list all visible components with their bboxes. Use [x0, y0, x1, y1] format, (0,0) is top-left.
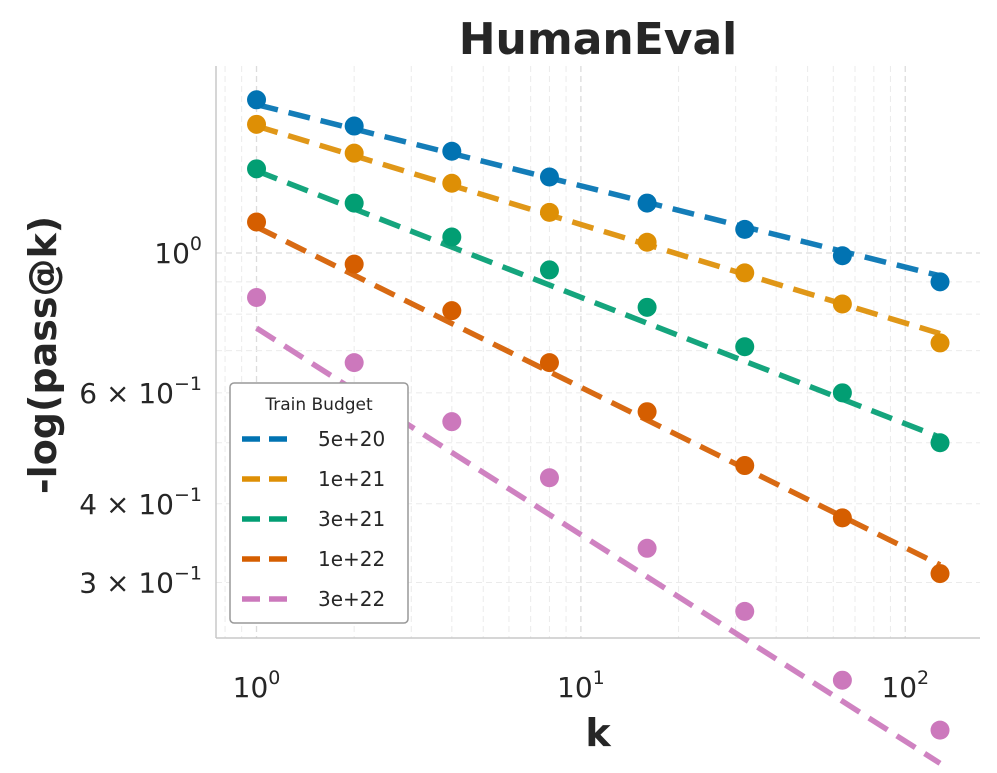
data-point-3e+22	[442, 412, 462, 432]
data-point-3e+21	[930, 433, 950, 453]
legend: Train Budget 5e+20 1e+21 3e+21 1e+22 3e+22	[229, 382, 409, 624]
data-point-5e+20	[344, 116, 364, 136]
x-axis-label: k	[585, 711, 611, 755]
data-point-1e+21	[344, 143, 364, 163]
data-point-1e+21	[735, 263, 755, 283]
data-point-3e+21	[442, 227, 462, 247]
data-point-3e+22	[344, 353, 364, 373]
data-point-5e+20	[539, 167, 559, 187]
fit-line-1e+22	[255, 224, 942, 568]
data-point-1e+22	[539, 353, 559, 373]
data-point-1e+21	[832, 294, 852, 314]
data-point-3e+21	[832, 383, 852, 403]
data-point-3e+21	[637, 297, 657, 317]
x-tick-label: 100	[233, 667, 281, 704]
fit-line-1e+21	[255, 123, 941, 337]
data-point-1e+22	[442, 301, 462, 321]
data-point-1e+22	[247, 212, 267, 232]
data-point-1e+21	[442, 173, 462, 193]
legend-title: Train Budget	[264, 395, 373, 415]
y-tick-label: 6 × 10−1	[79, 373, 202, 410]
data-point-1e+21	[539, 202, 559, 222]
data-point-5e+20	[832, 246, 852, 266]
data-point-3e+21	[344, 193, 364, 213]
data-point-3e+21	[735, 337, 755, 357]
legend-box	[229, 382, 409, 624]
legend-label: 5e+20	[318, 427, 385, 451]
data-point-3e+21	[539, 260, 559, 280]
data-point-3e+22	[637, 538, 657, 558]
data-point-1e+22	[735, 456, 755, 476]
data-point-3e+22	[539, 468, 559, 488]
axis-spines	[215, 66, 980, 639]
legend-label: 3e+21	[318, 507, 385, 531]
y-axis-label: -log(pass@k)	[21, 216, 65, 494]
tick-labels: 100 101 102 100 6 × 10−1 4 × 10−1 3 × 10−1	[79, 233, 929, 704]
data-point-1e+22	[344, 254, 364, 274]
data-point-3e+22	[930, 720, 950, 740]
data-point-5e+20	[247, 90, 267, 110]
data-point-3e+22	[247, 287, 267, 307]
data-point-5e+20	[930, 272, 950, 292]
x-tick-label: 101	[557, 667, 605, 704]
data-point-1e+21	[247, 114, 267, 134]
fit-line-3e+21	[255, 168, 942, 440]
data-point-5e+20	[637, 193, 657, 213]
data-point-5e+20	[442, 141, 462, 161]
fit-line-5e+20	[255, 101, 941, 279]
data-point-1e+21	[637, 232, 657, 252]
legend-label: 3e+22	[318, 587, 385, 611]
data-point-1e+22	[930, 564, 950, 584]
legend-label: 1e+22	[318, 547, 385, 571]
data-point-1e+21	[930, 333, 950, 353]
data-point-3e+22	[832, 670, 852, 690]
legend-label: 1e+21	[318, 467, 385, 491]
y-tick-label: 3 × 10−1	[79, 563, 202, 600]
y-tick-label: 4 × 10−1	[79, 484, 202, 521]
chart-title: HumanEval	[459, 14, 738, 65]
data-point-3e+22	[735, 601, 755, 621]
data-point-1e+22	[832, 508, 852, 528]
data-point-5e+20	[735, 219, 755, 239]
data-point-3e+21	[247, 159, 267, 179]
y-tick-label: 100	[154, 233, 202, 270]
data-point-1e+22	[637, 402, 657, 422]
x-tick-label: 102	[881, 667, 929, 704]
